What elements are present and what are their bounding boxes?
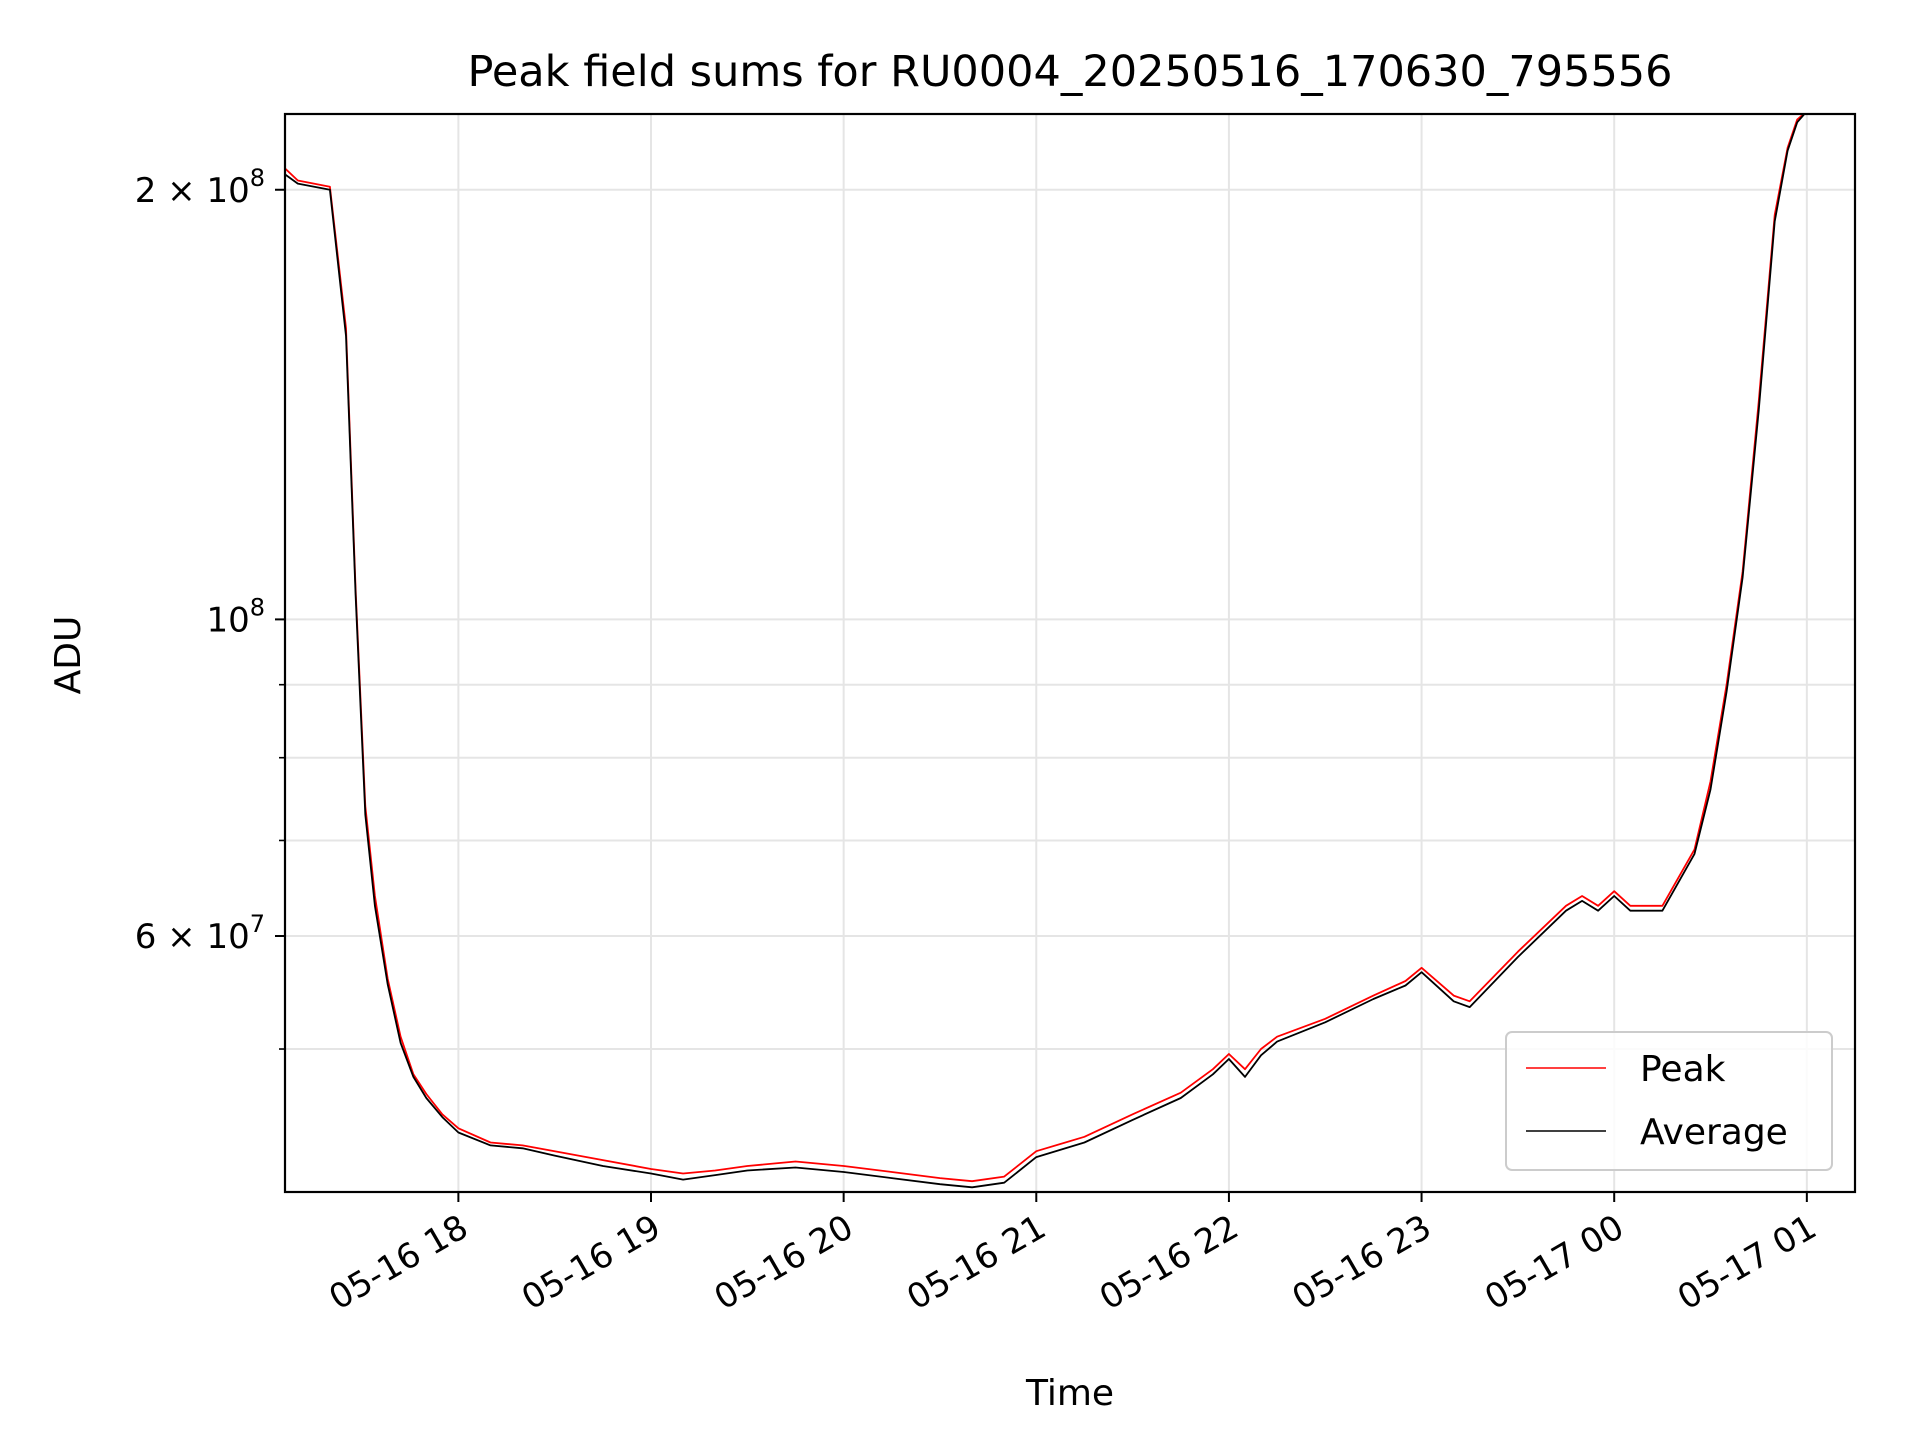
chart-title: Peak field sums for RU0004_20250516_1706…: [467, 47, 1672, 97]
x-axis-label: Time: [1025, 1373, 1114, 1414]
series-line-average: [285, 114, 1806, 1189]
legend-average-label: Average: [1640, 1112, 1788, 1153]
y-tick-label: 6 × 107: [135, 910, 265, 957]
legend: Peak Average: [1505, 1031, 1833, 1171]
plot-frame: [283, 112, 1857, 1194]
grid: [285, 114, 1855, 1192]
y-tick-label: 108: [206, 593, 265, 640]
legend-box: [1505, 1031, 1833, 1171]
y-axis-label: ADU: [48, 616, 89, 695]
series-lines: [285, 114, 1806, 1189]
y-tick-label: 2 × 108: [135, 164, 265, 211]
legend-peak-label: Peak: [1640, 1049, 1726, 1090]
series-line-peak: [285, 114, 1806, 1183]
